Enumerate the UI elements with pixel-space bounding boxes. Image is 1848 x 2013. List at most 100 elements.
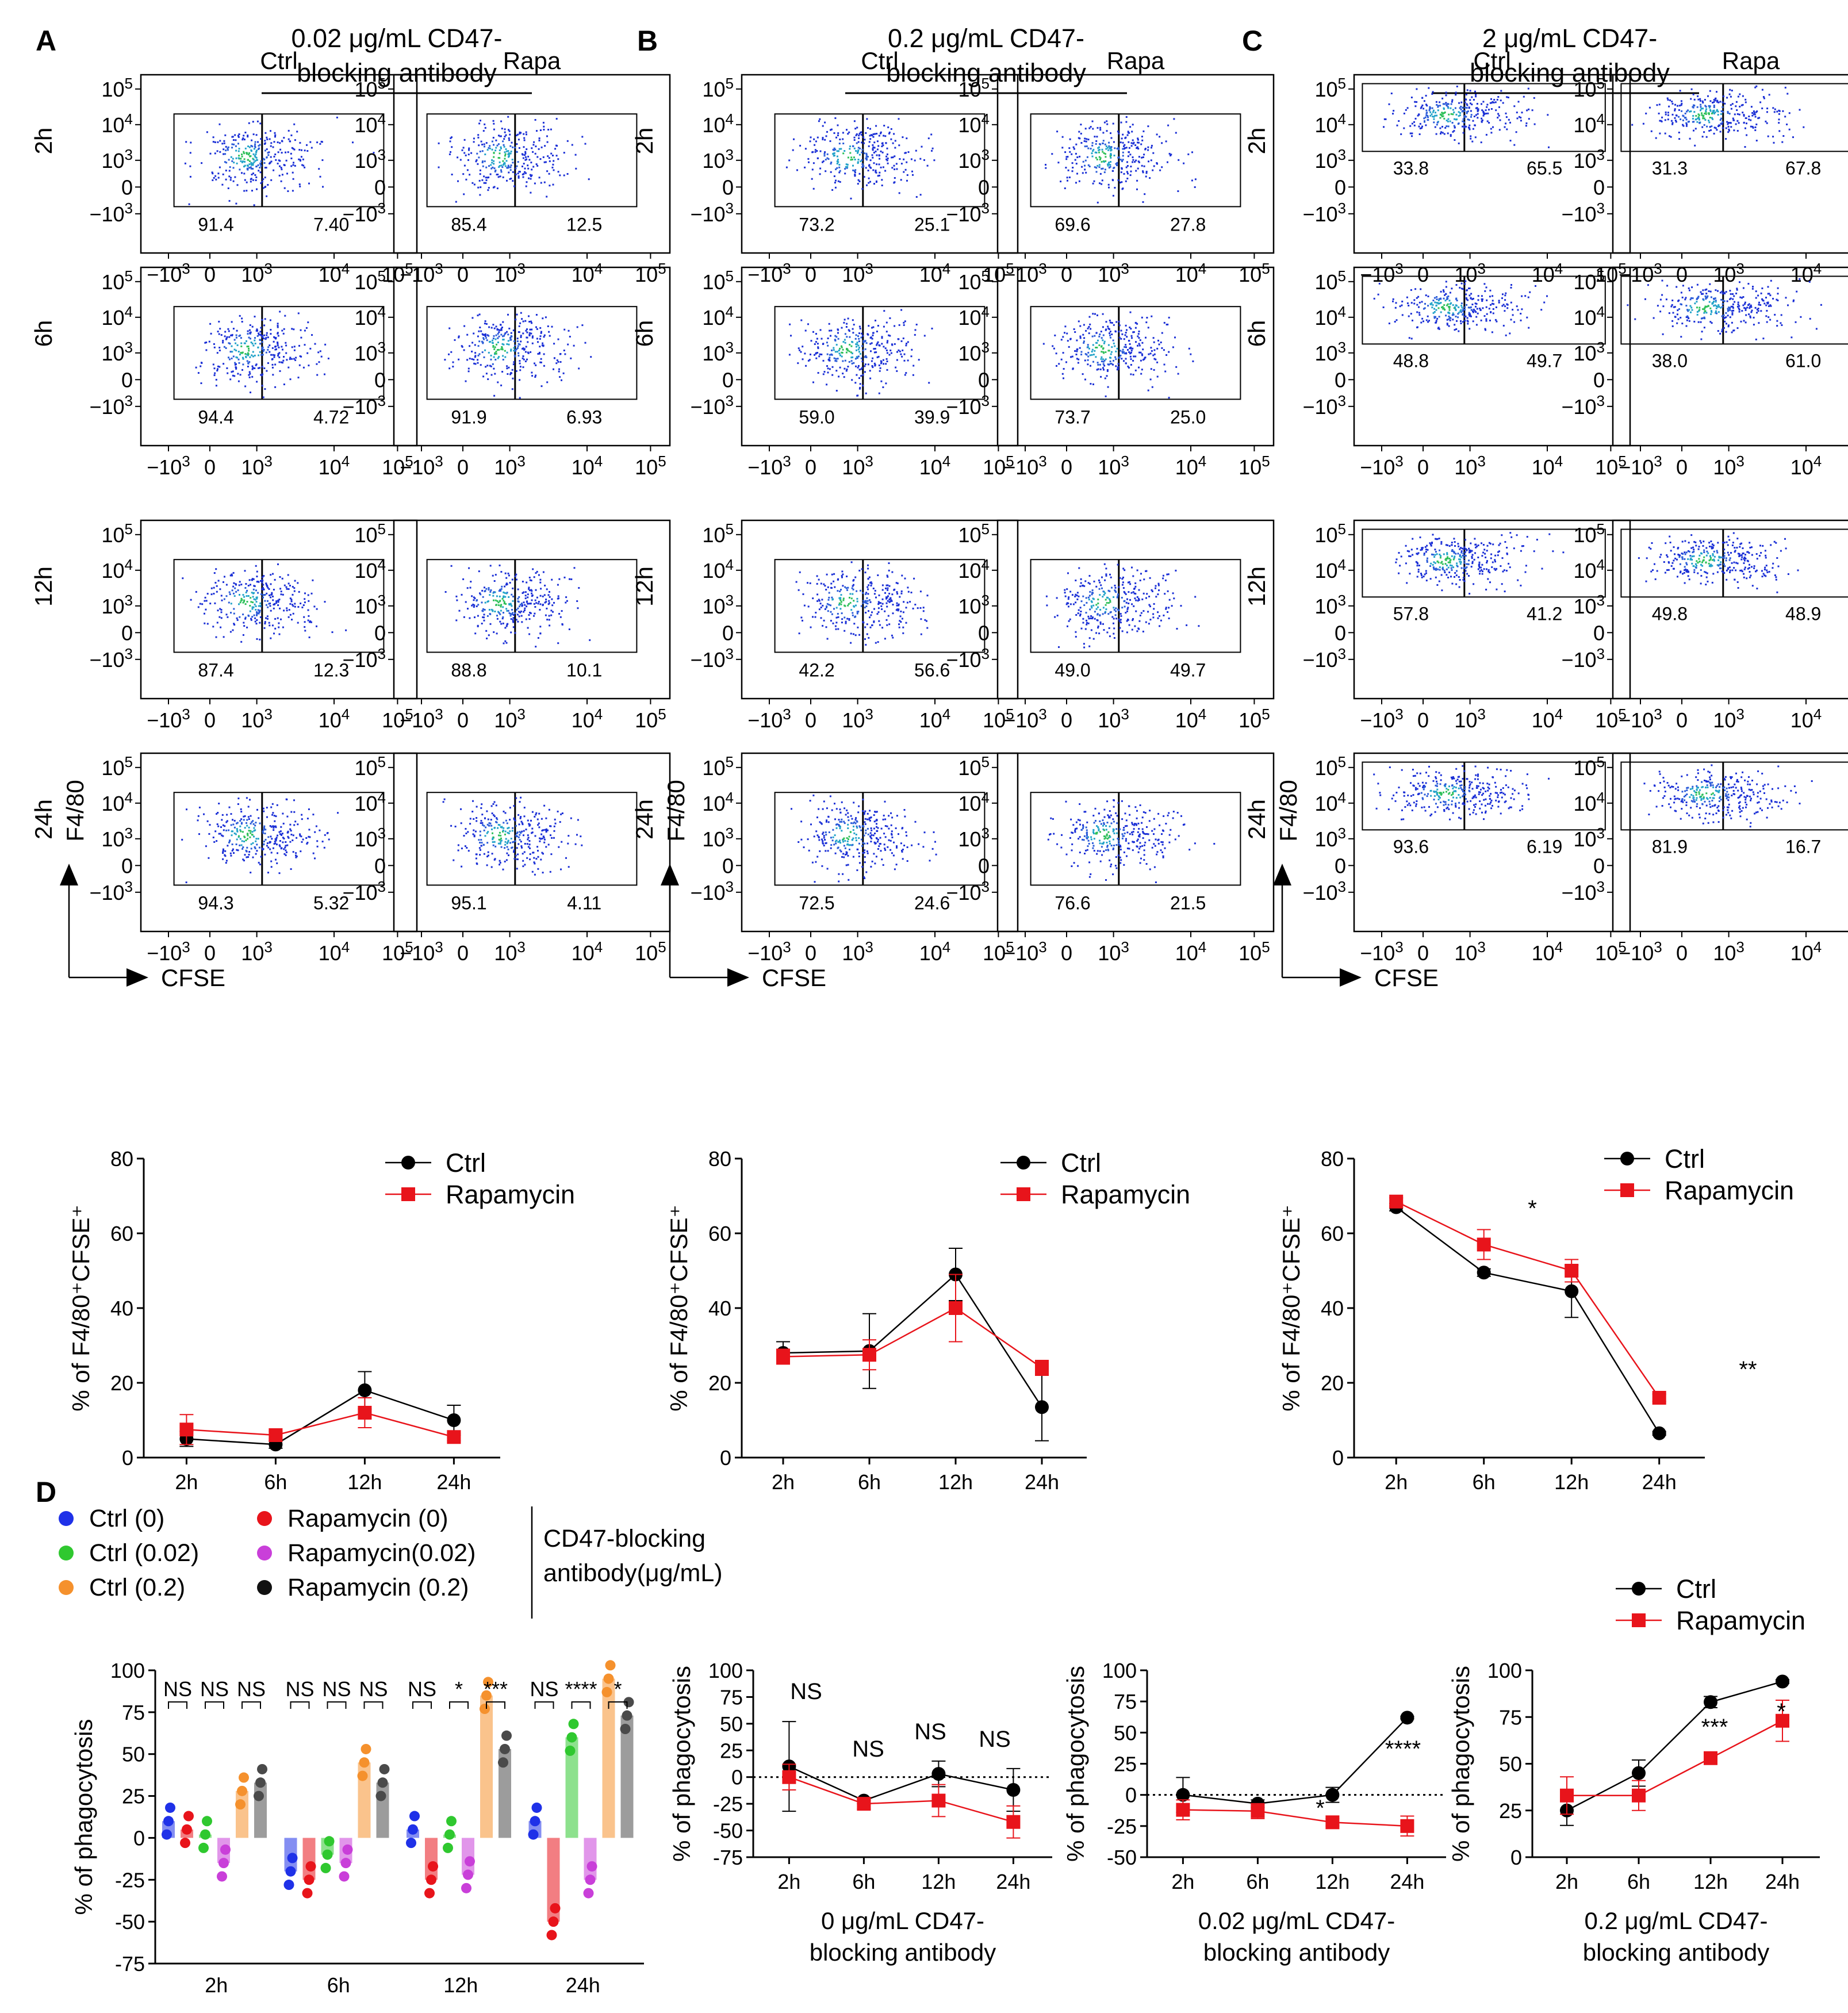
- flow-event-dot: [847, 156, 849, 159]
- flow-event-dot: [824, 121, 826, 124]
- flow-event-dot: [507, 340, 509, 342]
- flow-event-dot: [545, 161, 547, 163]
- flow-event-dot: [1082, 172, 1084, 174]
- flow-event-dot: [502, 359, 504, 361]
- flow-event-dot: [240, 641, 243, 643]
- flow-event-dot: [269, 594, 270, 596]
- flow-event-dot: [478, 330, 480, 332]
- flow-event-dot: [259, 144, 261, 146]
- flow-event-dot: [485, 177, 487, 179]
- flow-event-dot: [223, 363, 225, 365]
- flow-event-dot: [284, 315, 286, 317]
- flow-event-dot: [237, 150, 240, 152]
- flow-event-dot: [1109, 598, 1110, 600]
- flow-event-dot: [270, 329, 272, 331]
- x-tick-label: 0: [805, 941, 816, 965]
- flow-event-dot: [251, 592, 253, 594]
- flow-event-dot: [1069, 618, 1071, 620]
- flow-event-dot: [1083, 604, 1086, 606]
- flow-event-dot: [553, 160, 555, 162]
- flow-event-dot: [499, 861, 501, 864]
- flow-event-dot: [1091, 607, 1093, 609]
- flow-event-dot: [231, 345, 233, 347]
- flow-event-dot: [838, 375, 840, 378]
- flow-event-dot: [857, 161, 859, 163]
- x-tick-label: 104: [919, 938, 951, 965]
- flow-event-dot: [474, 355, 477, 357]
- flow-event-dot: [258, 145, 260, 147]
- flow-event-dot: [235, 145, 237, 147]
- flow-event-dot: [265, 582, 267, 585]
- flow-event-dot: [283, 384, 285, 385]
- flow-event-dot: [543, 838, 546, 841]
- flow-event-dot: [825, 159, 827, 161]
- flow-event-dot: [512, 363, 515, 366]
- flow-event-dot: [250, 392, 251, 393]
- flow-event-dot: [503, 810, 505, 812]
- flow-event-dot: [504, 841, 507, 843]
- flow-event-dot: [915, 149, 917, 152]
- flow-event-dot: [290, 868, 292, 870]
- flow-event-dot: [864, 856, 866, 858]
- flow-event-dot: [1115, 591, 1117, 593]
- flow-event-dot: [1079, 337, 1082, 339]
- flow-event-dot: [529, 579, 531, 581]
- flow-event-dot: [1130, 145, 1133, 147]
- gate-box: [173, 306, 385, 400]
- flow-event-dot: [810, 823, 812, 826]
- flow-event-dot: [491, 828, 493, 830]
- flow-event-dot: [1118, 324, 1121, 327]
- flow-event-dot: [214, 372, 216, 374]
- flow-event-dot: [1060, 339, 1063, 341]
- flow-event-dot: [465, 828, 467, 830]
- flow-event-dot: [539, 338, 541, 340]
- flow-event-dot: [515, 348, 517, 350]
- flow-event-dot: [185, 881, 187, 884]
- flow-row-label: 2h: [30, 128, 57, 155]
- flow-event-dot: [790, 335, 792, 337]
- flow-event-dot: [282, 593, 284, 596]
- flow-event-dot: [522, 347, 524, 350]
- flow-event-dot: [855, 365, 857, 367]
- flow-event-dot: [881, 589, 884, 591]
- flow-event-dot: [233, 623, 235, 625]
- flow-event-dot: [843, 837, 845, 839]
- flow-event-dot: [486, 615, 489, 617]
- y-tick-label: 103: [354, 146, 386, 172]
- flow-event-dot: [293, 346, 296, 348]
- flow-event-dot: [817, 347, 819, 350]
- flow-event-dot: [1129, 599, 1131, 601]
- flow-event-dot: [550, 152, 553, 155]
- flow-event-dot: [1097, 606, 1099, 608]
- x-tick-label: 103: [494, 705, 526, 732]
- flow-plot-frame: [140, 752, 418, 933]
- flow-event-dot: [508, 854, 509, 856]
- flow-event-dot: [289, 828, 292, 830]
- flow-event-dot: [862, 340, 865, 342]
- flow-event-dot: [215, 385, 217, 387]
- y-tick-label: 105: [702, 753, 734, 780]
- flow-event-dot: [848, 819, 850, 822]
- flow-event-dot: [250, 342, 252, 343]
- gate-percent-right: 25.0: [1170, 407, 1206, 427]
- flow-event-dot: [828, 604, 830, 606]
- flow-event-dot: [256, 843, 258, 846]
- flow-event-dot: [901, 355, 903, 358]
- flow-event-dot: [534, 835, 536, 837]
- flow-event-dot: [935, 853, 937, 856]
- flow-event-dot: [452, 366, 454, 368]
- flow-event-dot: [1145, 175, 1147, 178]
- flow-event-dot: [872, 588, 875, 589]
- flow-event-dot: [833, 349, 835, 351]
- flow-event-dot: [1083, 585, 1086, 587]
- flow-event-dot: [1095, 167, 1098, 169]
- flow-event-dot: [1091, 152, 1093, 155]
- flow-event-dot: [1083, 340, 1085, 343]
- flow-event-dot: [476, 605, 478, 607]
- flow-event-dot: [838, 597, 841, 599]
- flow-event-dot: [531, 336, 534, 339]
- flow-event-dot: [288, 609, 290, 611]
- flow-event-dot: [814, 616, 816, 618]
- flow-event-dot: [1095, 342, 1097, 344]
- flow-event-dot: [473, 835, 476, 838]
